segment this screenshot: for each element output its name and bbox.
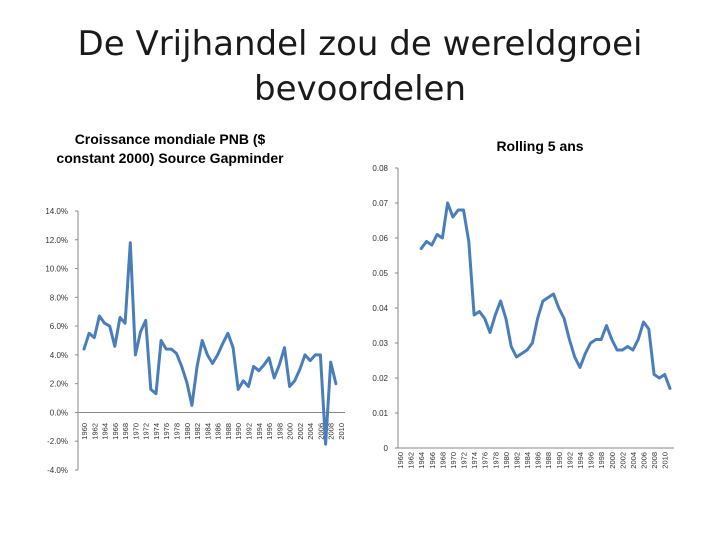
growth-x-tick-label: 1970: [131, 423, 140, 440]
growth-x-tick-label: 2010: [337, 423, 346, 440]
rolling-x-tick-label: 1974: [470, 452, 479, 469]
growth-series-line: [82, 241, 338, 446]
rolling-y-tick-label: 0.04: [372, 304, 388, 313]
rolling-x-tick-label: 2002: [618, 452, 627, 469]
rolling-y-tick-label: 0.01: [372, 409, 388, 418]
growth-x-tick-label: 2006: [316, 423, 325, 440]
rolling-x-tick-label: 1962: [407, 452, 416, 469]
growth-x-tick-label: 1990: [234, 423, 243, 440]
growth-y-tick-label: 0.0%: [50, 408, 68, 417]
rolling-x-tick-label: 2010: [661, 452, 670, 469]
rolling-x-tick-label: 1972: [460, 452, 469, 469]
growth-x-tick-label: 1978: [173, 423, 182, 440]
chart-title-rolling: Rolling 5 ans: [496, 138, 584, 154]
growth-y-tick-label: 4.0%: [50, 351, 68, 360]
rolling-x-tick-label: 1992: [565, 452, 574, 469]
rolling-x-tick-label: 1986: [534, 452, 543, 469]
rolling-y-tick-label: 0.06: [372, 234, 388, 243]
growth-y-tick-label: 6.0%: [50, 322, 68, 331]
rolling-x-tick-label: 2004: [629, 452, 638, 469]
rolling-y-tick-label: 0.07: [372, 199, 388, 208]
rolling-x-tick-label: 1978: [491, 452, 500, 469]
rolling-x-tick-label: 1960: [396, 452, 405, 469]
slide-title: De Vrijhandel zou de wereldgroei bevoord…: [77, 24, 643, 109]
rolling-x-tick-label: 2006: [640, 452, 649, 469]
growth-y-tick-label: -2.0%: [47, 437, 68, 446]
growth-x-tick-label: 1982: [193, 423, 202, 440]
growth-x-tick-label: 1996: [265, 423, 274, 440]
rolling-x-tick-label: 1966: [428, 452, 437, 469]
growth-x-tick-label: 1980: [183, 423, 192, 440]
rolling-x-tick-label: 2000: [608, 452, 617, 469]
growth-x-tick-label: 1976: [162, 423, 171, 440]
rolling-y-tick-label: 0.02: [372, 374, 388, 383]
growth-y-tick-label: 10.0%: [45, 265, 68, 274]
rolling-y-tick-label: 0.03: [372, 339, 388, 348]
rolling-x-tick-label: 1996: [587, 452, 596, 469]
growth-x-tick-label: 1968: [121, 423, 130, 440]
growth-x-tick-label: 2004: [306, 423, 315, 440]
chart-title-growth: Croissance mondiale PNB ($ constant 2000…: [56, 131, 284, 166]
growth-x-tick-label: 2008: [327, 423, 336, 440]
rolling-x-tick-label: 1968: [438, 452, 447, 469]
rolling-x-tick-label: 1982: [512, 452, 521, 469]
growth-x-tick-label: 1984: [203, 423, 212, 440]
rolling-y-tick-label: 0: [384, 444, 389, 453]
rolling-x-tick-label: 1964: [417, 452, 426, 469]
rolling-x-tick-label: 1990: [555, 452, 564, 469]
growth-x-tick-label: 1994: [255, 423, 264, 440]
growth-y-tick-label: 14.0%: [45, 207, 68, 216]
growth-y-tick-label: 2.0%: [50, 380, 68, 389]
growth-x-tick-label: 2002: [296, 423, 305, 440]
rolling-x-tick-label: 2008: [650, 452, 659, 469]
growth-x-tick-label: 1986: [214, 423, 223, 440]
growth-x-tick-label: 1988: [224, 423, 233, 440]
growth-x-tick-label: 1998: [275, 423, 284, 440]
growth-x-tick-label: 1960: [80, 423, 89, 440]
growth-y-tick-label: -4.0%: [47, 466, 68, 475]
rolling-series-line: [419, 201, 672, 390]
growth-x-tick-label: 1992: [244, 423, 253, 440]
rolling-x-tick-label: 1988: [544, 452, 553, 469]
rolling-y-tick-label: 0.05: [372, 269, 388, 278]
growth-y-tick-label: 12.0%: [45, 236, 68, 245]
growth-x-tick-label: 1974: [152, 423, 161, 440]
growth-x-tick-label: 1962: [90, 423, 99, 440]
rolling-x-tick-label: 1994: [576, 452, 585, 469]
growth-x-tick-label: 1972: [142, 423, 151, 440]
rolling-x-tick-label: 1976: [481, 452, 490, 469]
rolling-x-tick-label: 1984: [523, 452, 532, 469]
rolling-x-tick-label: 1998: [597, 452, 606, 469]
growth-x-tick-label: 1964: [101, 423, 110, 440]
rolling-x-tick-label: 1980: [502, 452, 511, 469]
growth-x-tick-label: 2000: [286, 423, 295, 440]
rolling-x-tick-label: 1970: [449, 452, 458, 469]
growth-y-tick-label: 8.0%: [50, 293, 68, 302]
growth-x-tick-label: 1966: [111, 423, 120, 440]
rolling-y-tick-label: 0.08: [372, 164, 388, 173]
